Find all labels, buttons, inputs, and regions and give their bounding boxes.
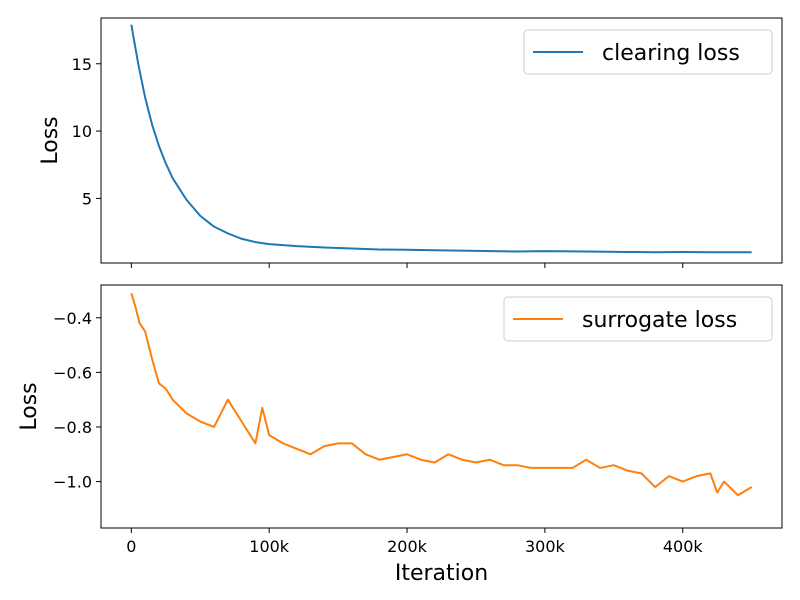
plot-frame-1	[100, 284, 783, 529]
series-line-1-0	[130, 292, 753, 497]
y-tick-label-1-0: −1.0	[53, 473, 92, 492]
x-tick-label-1-3: 300k	[525, 537, 566, 556]
y-tick-label-0-0: 5	[82, 189, 92, 208]
x-tick-label-1-4: 400k	[663, 537, 704, 556]
plot-frame-0	[100, 17, 783, 264]
legend-box-1	[503, 296, 773, 342]
x-tick-label-1-0: 0	[126, 537, 136, 556]
x-axis-label-1: Iteration	[395, 561, 488, 586]
y-tick-label-1-3: −0.4	[53, 309, 92, 328]
x-tick-label-1-2: 200k	[387, 537, 428, 556]
x-tick-label-1-1: 100k	[249, 537, 290, 556]
y-tick-label-1-2: −0.6	[53, 363, 92, 382]
series-line-0-0	[130, 24, 752, 254]
legend-label-1: surrogate loss	[582, 308, 737, 333]
y-axis-label-1: Loss	[17, 382, 42, 430]
y-tick-label-1-1: −0.8	[53, 418, 92, 437]
legend-label-0: clearing loss	[602, 41, 740, 66]
y-tick-label-0-1: 10	[72, 122, 92, 141]
y-tick-label-0-2: 15	[72, 55, 92, 74]
y-axis-label-0: Loss	[38, 116, 63, 164]
legend-box-0	[523, 29, 773, 75]
